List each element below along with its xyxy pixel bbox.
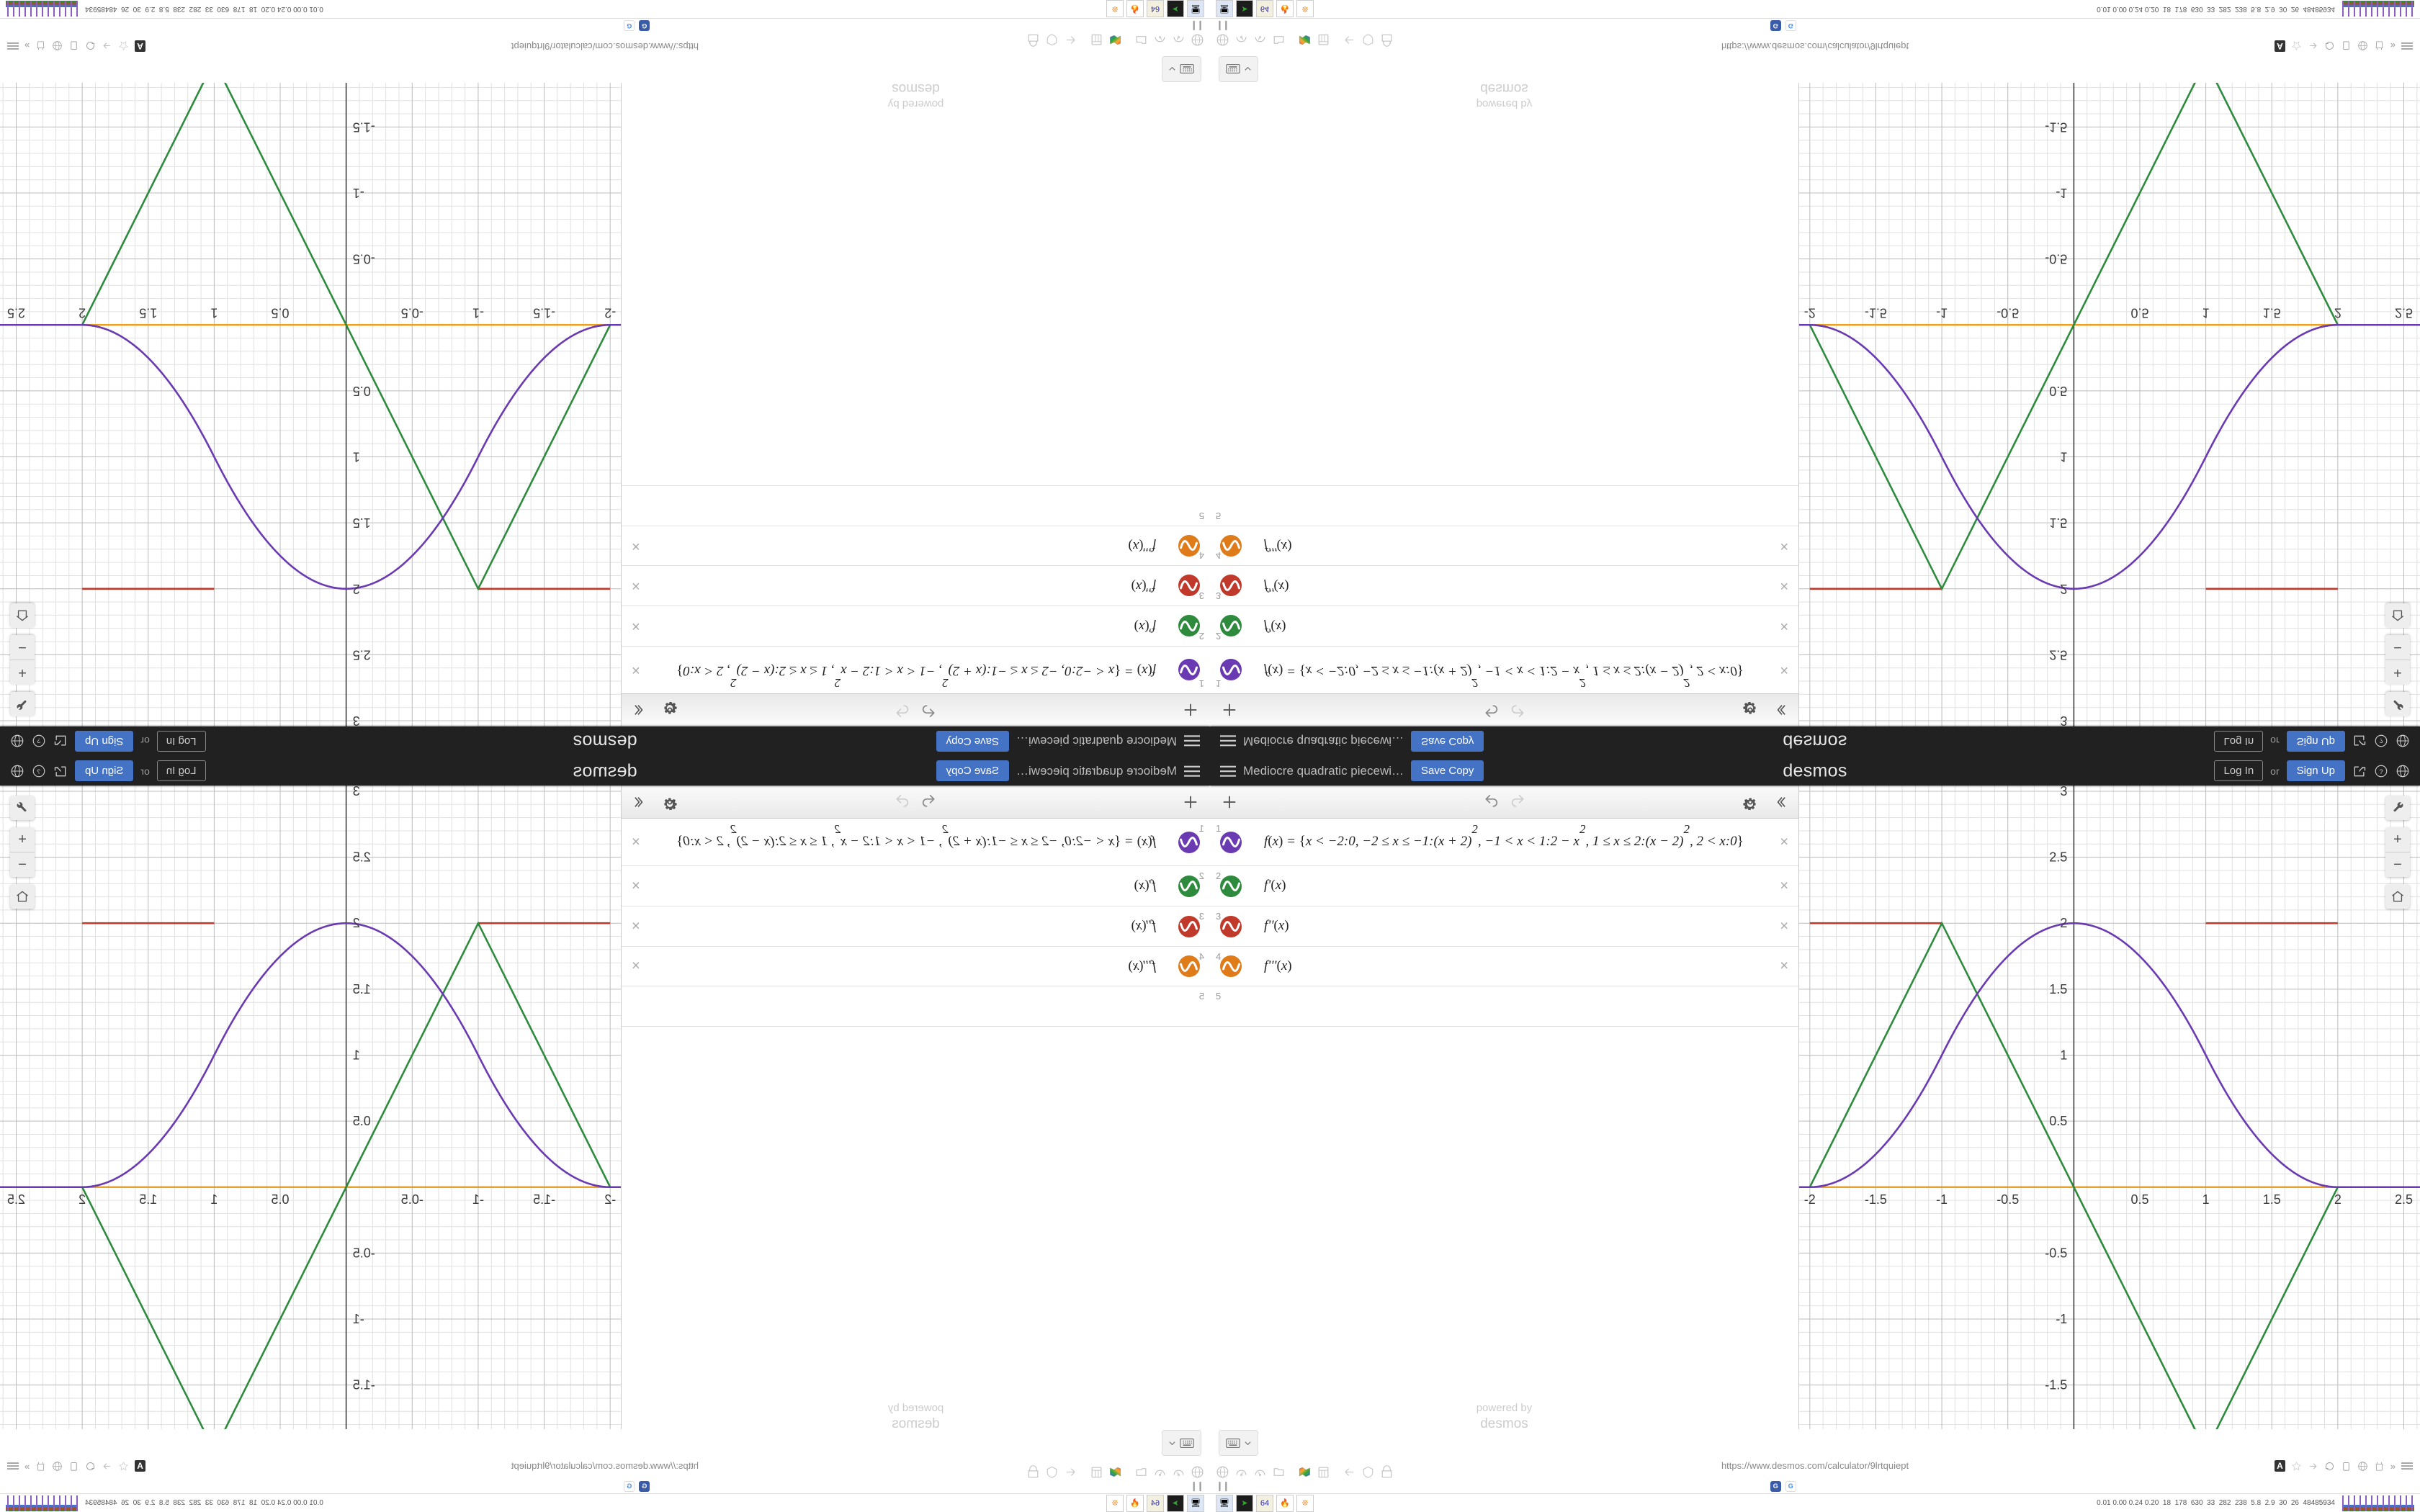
svg-text:-1: -1 bbox=[353, 1312, 364, 1326]
svg-text:2: 2 bbox=[2060, 916, 2067, 930]
svg-text:-1: -1 bbox=[2056, 1312, 2067, 1326]
svg-text:-0.5: -0.5 bbox=[2045, 1246, 2067, 1260]
svg-text:-0.5: -0.5 bbox=[2045, 252, 2067, 266]
svg-text:-2: -2 bbox=[1804, 1192, 1816, 1207]
svg-text:2.5: 2.5 bbox=[353, 647, 371, 662]
svg-text:-1.5: -1.5 bbox=[353, 120, 375, 134]
svg-text:-1.5: -1.5 bbox=[1865, 1192, 1887, 1207]
svg-text:-1: -1 bbox=[472, 1192, 484, 1207]
svg-text:2: 2 bbox=[79, 305, 86, 320]
svg-text:-1.5: -1.5 bbox=[2045, 120, 2067, 134]
svg-text:?: ? bbox=[37, 737, 40, 744]
svg-text:2: 2 bbox=[2334, 1192, 2341, 1207]
svg-text:2.5: 2.5 bbox=[2049, 647, 2067, 662]
svg-text:-1: -1 bbox=[353, 186, 364, 200]
svg-text:1: 1 bbox=[2202, 305, 2210, 320]
svg-text:-2: -2 bbox=[604, 1192, 616, 1207]
svg-text:1: 1 bbox=[353, 1048, 360, 1062]
svg-text:-1.5: -1.5 bbox=[353, 1378, 375, 1392]
svg-text:1.5: 1.5 bbox=[2263, 305, 2281, 320]
svg-text:1: 1 bbox=[2060, 1048, 2067, 1062]
svg-text:0.5: 0.5 bbox=[353, 1114, 371, 1128]
svg-text:2: 2 bbox=[353, 916, 360, 930]
svg-text:0.5: 0.5 bbox=[2130, 1192, 2148, 1207]
svg-text:0.5: 0.5 bbox=[2049, 384, 2067, 398]
svg-text:2: 2 bbox=[2334, 305, 2341, 320]
svg-text:-1: -1 bbox=[1936, 305, 1948, 320]
svg-text:0.5: 0.5 bbox=[353, 384, 371, 398]
svg-text:-1.5: -1.5 bbox=[2045, 1378, 2067, 1392]
svg-text:-1: -1 bbox=[1936, 1192, 1948, 1207]
svg-text:-1: -1 bbox=[2056, 186, 2067, 200]
svg-text:-1.5: -1.5 bbox=[533, 1192, 555, 1207]
svg-text:-1: -1 bbox=[472, 305, 484, 320]
svg-text:-1.5: -1.5 bbox=[1865, 305, 1887, 320]
svg-text:3: 3 bbox=[2060, 786, 2067, 798]
svg-text:-0.5: -0.5 bbox=[401, 1192, 424, 1207]
svg-text:-2: -2 bbox=[1804, 305, 1816, 320]
svg-text:-0.5: -0.5 bbox=[1996, 305, 2019, 320]
svg-text:3: 3 bbox=[353, 786, 360, 798]
svg-text:3: 3 bbox=[2060, 714, 2067, 726]
svg-text:2: 2 bbox=[2060, 582, 2067, 596]
svg-text:2.5: 2.5 bbox=[2395, 305, 2413, 320]
svg-text:2.5: 2.5 bbox=[2395, 1192, 2413, 1207]
svg-text:1.5: 1.5 bbox=[2263, 1192, 2281, 1207]
svg-text:1.5: 1.5 bbox=[2049, 982, 2067, 996]
svg-text:?: ? bbox=[2379, 768, 2383, 775]
svg-text:2.5: 2.5 bbox=[7, 305, 25, 320]
svg-text:0.5: 0.5 bbox=[272, 305, 290, 320]
svg-text:1.5: 1.5 bbox=[353, 516, 371, 530]
svg-text:1.5: 1.5 bbox=[139, 1192, 157, 1207]
svg-text:0.5: 0.5 bbox=[2049, 1114, 2067, 1128]
svg-text:-0.5: -0.5 bbox=[353, 252, 375, 266]
svg-text:-0.5: -0.5 bbox=[353, 1246, 375, 1260]
svg-text:1: 1 bbox=[210, 305, 218, 320]
svg-text:-0.5: -0.5 bbox=[1996, 1192, 2019, 1207]
svg-text:2.5: 2.5 bbox=[7, 1192, 25, 1207]
svg-text:2.5: 2.5 bbox=[353, 850, 371, 865]
svg-text:3: 3 bbox=[353, 714, 360, 726]
svg-text:-0.5: -0.5 bbox=[401, 305, 424, 320]
svg-text:1.5: 1.5 bbox=[2049, 516, 2067, 530]
svg-text:1: 1 bbox=[2060, 450, 2067, 464]
svg-text:1: 1 bbox=[210, 1192, 218, 1207]
svg-text:0.5: 0.5 bbox=[272, 1192, 290, 1207]
svg-text:-1.5: -1.5 bbox=[533, 305, 555, 320]
svg-text:-2: -2 bbox=[604, 305, 616, 320]
svg-text:2.5: 2.5 bbox=[2049, 850, 2067, 865]
svg-text:1.5: 1.5 bbox=[139, 305, 157, 320]
svg-text:1: 1 bbox=[353, 450, 360, 464]
svg-text:1.5: 1.5 bbox=[353, 982, 371, 996]
svg-text:0.5: 0.5 bbox=[2130, 305, 2148, 320]
svg-text:?: ? bbox=[37, 768, 40, 775]
svg-text:?: ? bbox=[2379, 737, 2383, 744]
svg-text:2: 2 bbox=[353, 582, 360, 596]
svg-text:1: 1 bbox=[2202, 1192, 2210, 1207]
svg-text:2: 2 bbox=[79, 1192, 86, 1207]
